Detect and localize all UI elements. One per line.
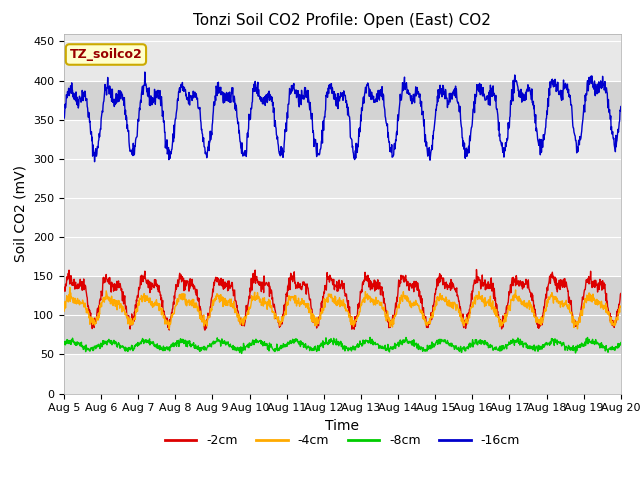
Bar <box>64 276 621 315</box>
X-axis label: Time: Time <box>325 419 360 433</box>
Y-axis label: Soil CO2 (mV): Soil CO2 (mV) <box>13 165 28 262</box>
Bar <box>64 315 621 354</box>
Title: Tonzi Soil CO2 Profile: Open (East) CO2: Tonzi Soil CO2 Profile: Open (East) CO2 <box>193 13 492 28</box>
Bar <box>64 81 621 120</box>
Legend: -2cm, -4cm, -8cm, -16cm: -2cm, -4cm, -8cm, -16cm <box>160 429 525 452</box>
Text: TZ_soilco2: TZ_soilco2 <box>70 48 142 61</box>
